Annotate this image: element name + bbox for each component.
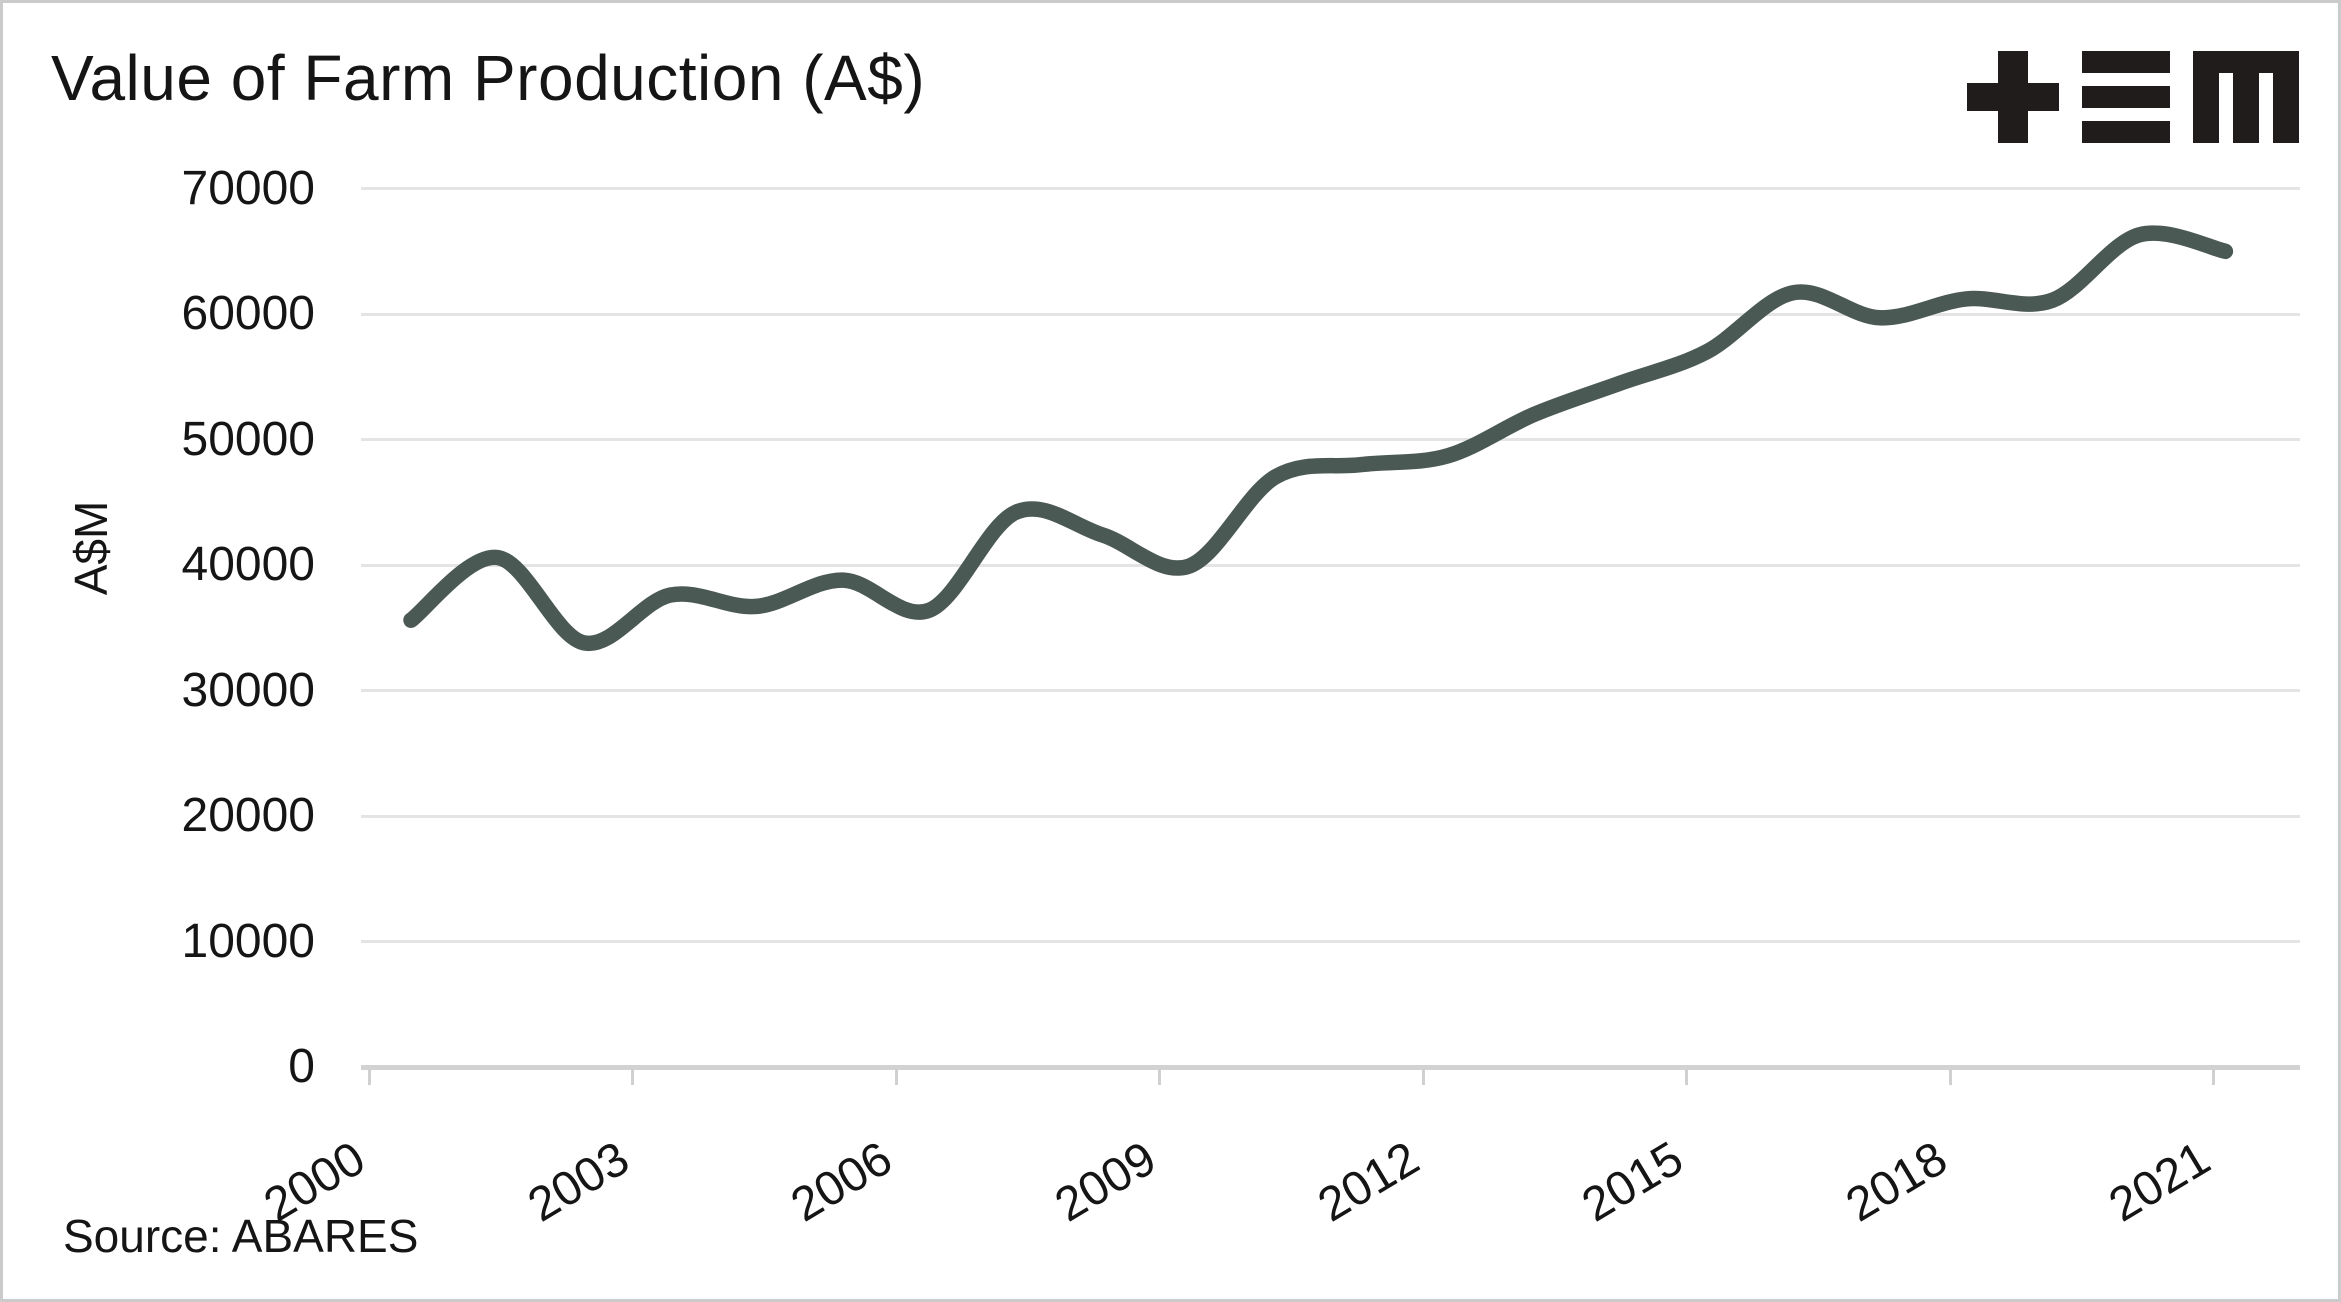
y-tick-label: 0 <box>288 1040 315 1093</box>
tem-logo <box>1967 51 2299 143</box>
logo-plus-icon <box>1967 51 2059 143</box>
x-tick-mark <box>631 1069 635 1085</box>
y-gridline <box>361 438 2300 441</box>
farm-production-line <box>403 225 2234 651</box>
x-axis-line <box>361 1064 2300 1070</box>
y-tick-label: 30000 <box>181 663 315 717</box>
y-gridline <box>361 312 2300 316</box>
line-chart-plot <box>403 225 2234 651</box>
x-tick-mark <box>894 1069 898 1085</box>
x-tick-mark <box>1948 1069 1952 1085</box>
y-tick-label: 10000 <box>181 914 315 968</box>
logo-triple-bar-icon <box>2082 51 2170 143</box>
logo-m-icon <box>2193 51 2299 143</box>
y-tick-label: 60000 <box>181 287 315 340</box>
y-tick-label: 70000 <box>181 161 315 215</box>
y-gridline <box>361 940 2300 943</box>
y-tick-label: 40000 <box>181 538 315 591</box>
y-gridline <box>361 187 2300 190</box>
x-tick-mark <box>1421 1069 1425 1085</box>
x-tick-mark <box>1158 1069 1162 1085</box>
x-tick-mark <box>1685 1069 1689 1085</box>
chart-title: Value of Farm Production (A$) <box>51 42 926 114</box>
x-tick-mark <box>2212 1069 2216 1085</box>
x-tick-mark <box>367 1069 371 1085</box>
y-gridline <box>361 563 2300 567</box>
y-tick-label: 50000 <box>181 412 315 466</box>
y-gridline <box>361 814 2300 818</box>
y-tick-label: 20000 <box>181 789 315 842</box>
y-gridline <box>361 689 2300 692</box>
source-note: Source: ABARES <box>63 1210 419 1262</box>
